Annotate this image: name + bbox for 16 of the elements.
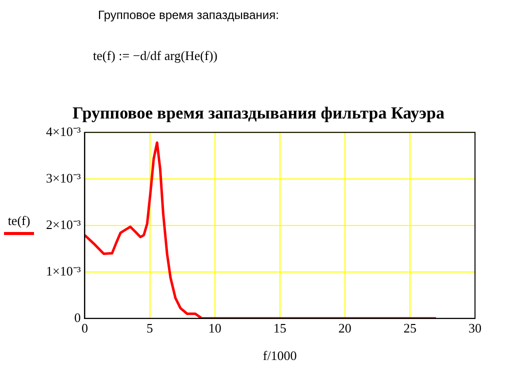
chart-title: Групповое время запаздывания фильтра Кауэра (72, 104, 445, 123)
text: Групповое время запаздывания: (98, 8, 279, 22)
text: te(f) (6, 213, 32, 230)
text: te(f) := −d/df arg(He(f)) (93, 48, 218, 64)
x-tick-label: 15 (273, 320, 286, 336)
x-tick-label: 25 (403, 320, 416, 336)
x-tick-label: 5 (146, 320, 154, 336)
y-tick-label: 4×10⁻³ (46, 124, 81, 139)
x-tick-label: 20 (338, 320, 352, 336)
y-tick-label: 0 (74, 310, 81, 325)
x-tick-label: 10 (208, 320, 222, 336)
x-tick-label: 30 (468, 320, 482, 336)
y-tick-label: 3×10⁻³ (46, 170, 81, 186)
y-tick-label: 2×10⁻³ (46, 216, 81, 232)
y-tick-label: 1×10⁻³ (46, 263, 81, 278)
x-axis-title: f/1000 (262, 348, 297, 364)
